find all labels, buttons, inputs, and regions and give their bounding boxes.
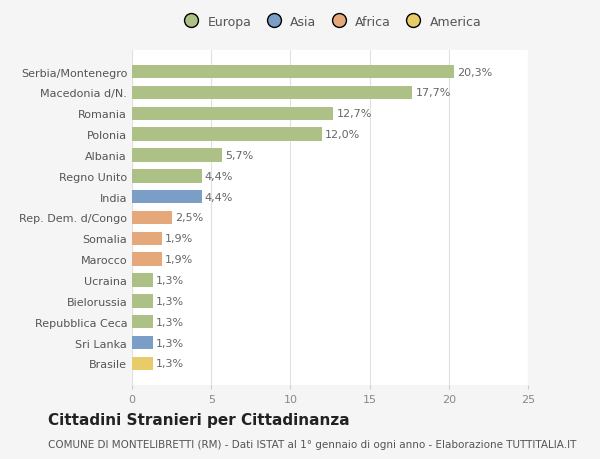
Bar [132,107,333,121]
Text: 1,3%: 1,3% [156,317,184,327]
Text: 12,0%: 12,0% [325,130,361,140]
Bar [132,211,172,225]
Text: 1,3%: 1,3% [156,358,184,369]
Text: 1,3%: 1,3% [156,275,184,285]
Text: 17,7%: 17,7% [416,88,451,98]
Legend: Europa, Asia, Africa, America: Europa, Asia, Africa, America [176,13,484,31]
Text: 4,4%: 4,4% [205,172,233,181]
Text: 5,7%: 5,7% [226,151,254,161]
Bar [132,190,202,204]
Bar [132,86,412,100]
Bar [132,149,222,162]
Text: 1,9%: 1,9% [165,255,194,264]
Text: 12,7%: 12,7% [337,109,372,119]
Bar [132,253,162,266]
Text: 2,5%: 2,5% [175,213,203,223]
Bar [132,294,152,308]
Bar [132,128,322,142]
Text: Cittadini Stranieri per Cittadinanza: Cittadini Stranieri per Cittadinanza [48,413,350,428]
Text: COMUNE DI MONTELIBRETTI (RM) - Dati ISTAT al 1° gennaio di ogni anno - Elaborazi: COMUNE DI MONTELIBRETTI (RM) - Dati ISTA… [48,440,577,449]
Text: 20,3%: 20,3% [457,67,492,78]
Text: 1,9%: 1,9% [165,234,194,244]
Text: 4,4%: 4,4% [205,192,233,202]
Text: 1,3%: 1,3% [156,296,184,306]
Bar [132,357,152,370]
Bar [132,315,152,329]
Bar [132,170,202,183]
Bar [132,274,152,287]
Bar [132,66,454,79]
Text: 1,3%: 1,3% [156,338,184,348]
Bar [132,336,152,350]
Bar [132,232,162,246]
